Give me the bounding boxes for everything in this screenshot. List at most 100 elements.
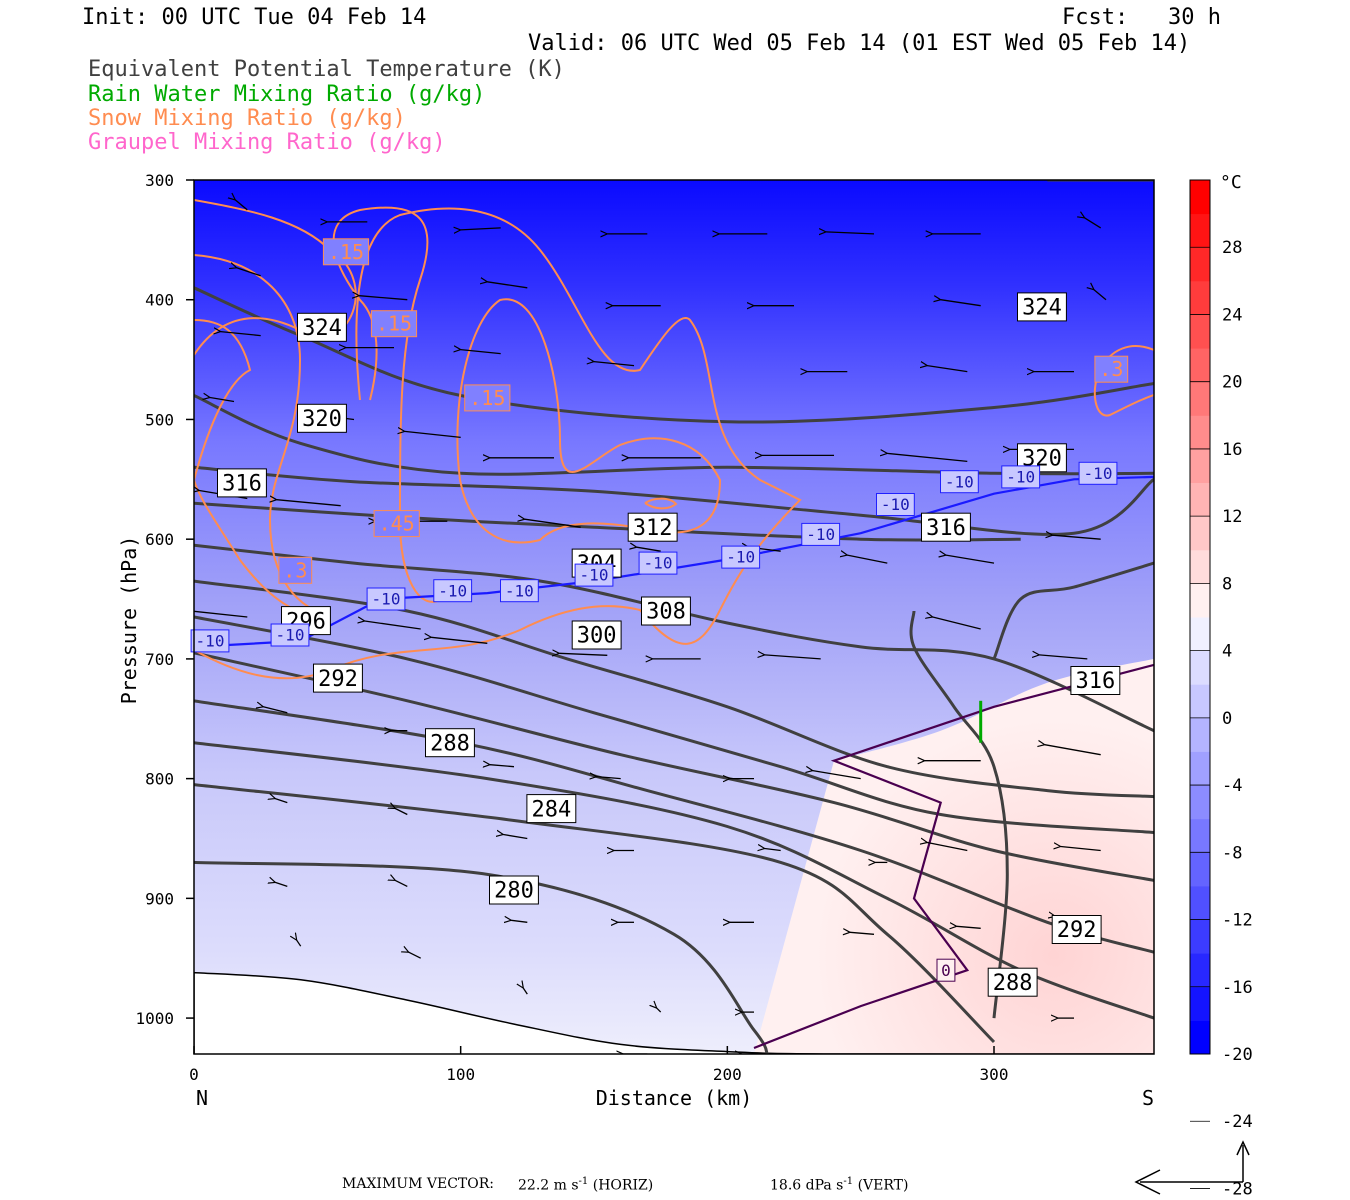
contour-label-box (433, 579, 473, 603)
y-tick-label: 1000 (135, 1009, 174, 1028)
isotherm-label: -10 (876, 493, 915, 516)
colorbar-swatch (1190, 314, 1210, 349)
contour-label-box (987, 967, 1038, 997)
wind-vector (946, 555, 995, 564)
wind-vector (927, 366, 968, 373)
wind-vector (405, 431, 461, 439)
colorbar-swatch (1190, 280, 1210, 315)
init-time: Init: 00 UTC Tue 04 Feb 14 (82, 5, 427, 30)
contour-label-text: 0 (941, 961, 951, 980)
contour-label-box (641, 596, 691, 626)
colorbar-swatch (1190, 415, 1210, 450)
contour-label-text: -10 (372, 590, 401, 609)
reference-vector-head-left (1134, 1169, 1161, 1195)
wind-vector (237, 268, 261, 277)
max-horizontal-value: 22.2 m s (518, 1177, 579, 1194)
max-vertical-value: 18.6 dPa s (770, 1177, 844, 1194)
wind-vector (927, 843, 968, 852)
colorbar-label: 8 (1222, 574, 1232, 594)
wind-vector (395, 809, 408, 816)
isotherm-label: -10 (433, 579, 473, 603)
wind-vector (359, 296, 408, 301)
theta-e-label: 308 (641, 596, 691, 626)
contour-label-box (801, 522, 841, 546)
y-tick-label: 500 (145, 410, 174, 429)
colorbar-label: 20 (1222, 373, 1242, 393)
colorbar-swatch (1190, 885, 1210, 920)
wind-vector (297, 940, 302, 947)
isotherm-label: -10 (638, 551, 678, 575)
wind-vector (637, 547, 661, 552)
wind-vector (1085, 218, 1102, 229)
contour-label-text: 288 (993, 971, 1033, 996)
colorbar-swatch (1190, 785, 1210, 820)
snow-label: .3 (278, 556, 313, 584)
theta-e-label: 288 (987, 967, 1038, 997)
contour-label-text: -10 (438, 581, 467, 600)
colorbar-swatch (1190, 751, 1210, 786)
snow-contour (456, 298, 722, 544)
colorbar-label: 0 (1222, 709, 1232, 729)
contour-label-box (370, 310, 418, 338)
wind-vector (597, 777, 621, 779)
snow-label: .3 (1094, 355, 1129, 383)
contour-label-text: .45 (379, 512, 415, 536)
wind-vector (941, 300, 981, 307)
contour-label-box (425, 728, 475, 758)
theta-e-label: 316 (1070, 666, 1121, 695)
wind-vector (277, 500, 341, 507)
contour-label-text: 292 (1057, 918, 1097, 943)
contour-label-text: 316 (926, 516, 966, 541)
wind-vector (525, 519, 581, 528)
colorbar-label: -24 (1222, 1112, 1253, 1132)
wind-vector (933, 617, 981, 630)
wind-vector (275, 799, 288, 804)
contour-label-text: .15 (328, 240, 364, 264)
contour-label-box (627, 512, 678, 542)
wind-vector (765, 655, 821, 660)
snow-label: .15 (322, 238, 370, 266)
wind-vector (887, 453, 968, 463)
contour-label-text: 316 (1075, 669, 1115, 694)
snow-contour (644, 497, 678, 510)
contour-label-box (366, 587, 406, 611)
wind-vector (1061, 847, 1101, 852)
max-vertical-vector: 18.6 dPa s-1 (VERT) (770, 1176, 908, 1194)
wind-vector (365, 621, 421, 630)
reference-vector-head-up (1236, 1140, 1250, 1156)
contour-label-box (638, 551, 678, 575)
wind-vector (657, 1008, 662, 1013)
snow-contour (1093, 345, 1154, 417)
legend-snow: Snow Mixing Ratio (g/kg) (88, 106, 406, 131)
contour-label-box (721, 545, 761, 569)
contour-label-box (876, 493, 915, 516)
colorbar-label: 4 (1222, 642, 1232, 662)
theta-e-label: 324 (1017, 292, 1067, 322)
wind-vector (487, 282, 528, 289)
circulation-vectors (194, 200, 1107, 1054)
contour-label-text: -10 (726, 548, 755, 567)
theta-e-contour (194, 501, 1021, 542)
wind-vector (594, 362, 635, 367)
colorbar-swatch (1190, 919, 1210, 954)
contour-label-text: 320 (302, 407, 342, 432)
contour-label-box (217, 468, 267, 498)
contour-label-text: 324 (302, 316, 342, 341)
reference-vector (1134, 1140, 1250, 1195)
wind-vector (850, 932, 875, 934)
contour-label-box (574, 563, 614, 587)
theta-e-contour (194, 465, 1154, 536)
plot-frame (193, 179, 1155, 1055)
colorbar-label: 12 (1222, 507, 1242, 527)
theta-e-label: 320 (297, 403, 347, 433)
contour-label-box (313, 663, 363, 693)
contour-label-text: -10 (196, 632, 225, 651)
wind-vector (1039, 655, 1088, 660)
colorbar-swatch (1190, 549, 1210, 584)
wind-vector (221, 332, 261, 337)
y-tick-label: 900 (145, 889, 174, 908)
contour-label-text: -10 (881, 495, 910, 514)
theta-e-contour (194, 860, 769, 1054)
isotherm-label: -10 (940, 470, 979, 494)
